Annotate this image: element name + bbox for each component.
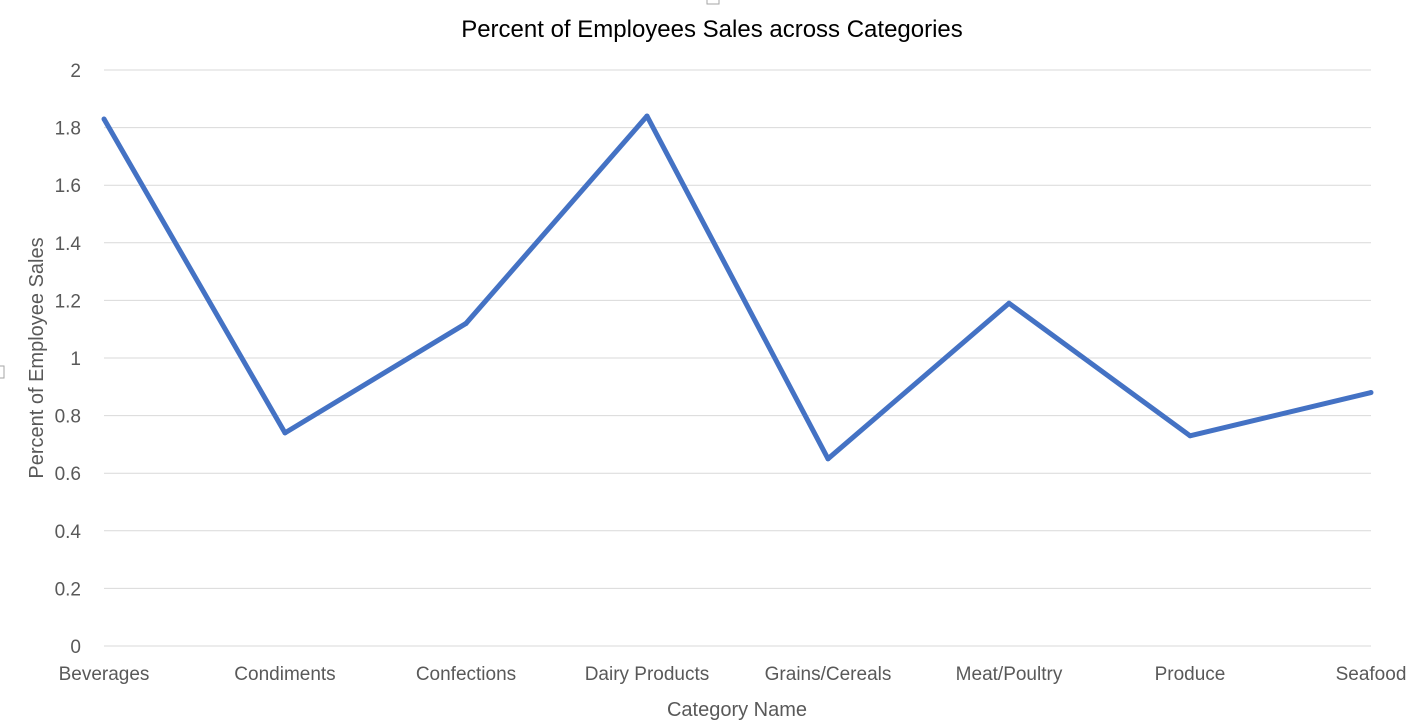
y-tick-label: 1.6 [55,176,81,197]
y-tick-label: 0.6 [55,464,81,485]
x-tick-label: Seafood [1336,664,1407,685]
x-tick-label: Beverages [59,664,150,685]
x-axis-title: Category Name [667,699,807,721]
y-tick-label: 1.8 [55,119,81,140]
y-tick-label: 1.4 [55,234,82,255]
y-tick-label: 0.8 [55,407,81,428]
y-tick-label: 0 [70,637,81,658]
x-tick-label: Meat/Poultry [956,664,1063,685]
data-point [282,430,288,436]
data-point [1187,433,1193,439]
data-point [101,116,107,122]
gridlines [104,69,1371,647]
data-point [644,113,650,119]
y-axis-ticks: 0 0.2 0.4 0.6 0.8 1 1.2 1.4 1.6 1.8 2 [55,61,82,658]
data-point [1006,300,1012,306]
data-point [463,320,469,326]
y-tick-label: 1.2 [55,291,81,312]
data-point [1368,390,1374,396]
series-line [101,113,1372,462]
x-tick-label: Produce [1155,664,1226,685]
y-tick-label: 2 [70,61,81,82]
data-point [825,456,831,462]
x-tick-label: Confections [416,664,516,685]
x-axis-ticks: Beverages Condiments Confections Dairy Prod… [59,664,1407,685]
top-resize-handle[interactable] [706,0,720,5]
left-resize-handle[interactable] [0,365,5,379]
y-tick-label: 0.2 [55,579,81,600]
series-layer [101,113,1374,462]
x-tick-label: Condiments [234,664,335,685]
chart-title: Percent of Employees Sales across Catego… [461,16,963,43]
y-tick-label: 1 [70,349,81,370]
y-tick-label: 0.4 [55,522,82,543]
x-tick-label: Grains/Cereals [765,664,892,685]
y-axis-title: Percent of Employee Sales [26,237,48,478]
x-tick-label: Dairy Products [585,664,710,685]
